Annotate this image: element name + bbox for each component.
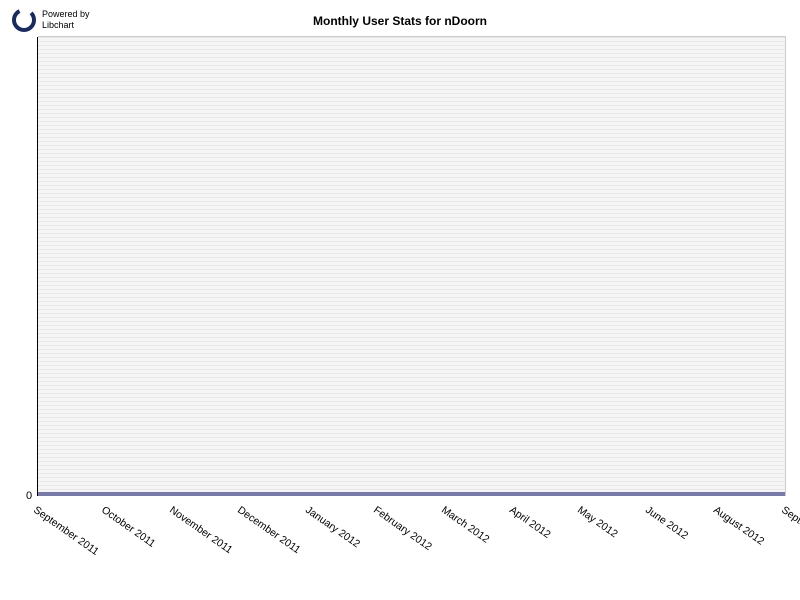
powered-by-line2: Libchart — [42, 20, 90, 31]
powered-by-text: Powered by Libchart — [42, 9, 90, 31]
x-label-0: September 2011 — [31, 504, 101, 558]
y-axis-line — [37, 37, 38, 496]
powered-by-line1: Powered by — [42, 9, 90, 20]
x-label-5: February 2012 — [371, 504, 434, 553]
chart-title: Monthly User Stats for nDoorn — [313, 14, 487, 28]
x-label-8: May 2012 — [575, 504, 620, 540]
y-tick-0: 0 — [26, 490, 32, 502]
x-label-1: October 2011 — [99, 504, 157, 550]
x-axis-labels: September 2011 October 2011 November 201… — [38, 500, 786, 600]
branding-area: Powered by Libchart — [12, 8, 90, 32]
grid-lines — [38, 37, 785, 496]
x-label-3: December 2011 — [235, 504, 302, 556]
x-label-10: August 2012 — [711, 504, 766, 548]
x-label-11: September 2012 — [779, 504, 800, 558]
x-label-2: November 2011 — [167, 504, 234, 556]
x-label-4: January 2012 — [303, 504, 362, 550]
x-label-7: April 2012 — [507, 504, 553, 541]
plot-area — [38, 36, 786, 496]
x-label-6: March 2012 — [439, 504, 491, 546]
x-label-9: June 2012 — [643, 504, 690, 542]
libchart-logo-icon — [12, 8, 36, 32]
x-axis-line — [38, 492, 785, 496]
